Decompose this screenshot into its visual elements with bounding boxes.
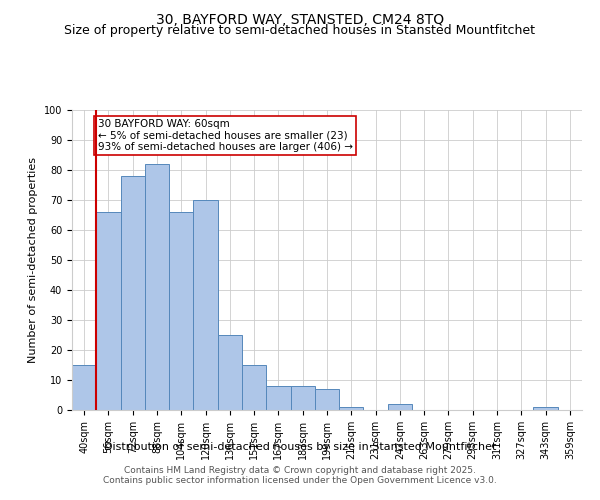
- Bar: [315, 389, 339, 410]
- Bar: [290, 386, 315, 410]
- Text: Distribution of semi-detached houses by size in Stansted Mountfitchet: Distribution of semi-detached houses by …: [104, 442, 496, 452]
- Bar: [242, 365, 266, 410]
- Text: 30 BAYFORD WAY: 60sqm
← 5% of semi-detached houses are smaller (23)
93% of semi-: 30 BAYFORD WAY: 60sqm ← 5% of semi-detac…: [97, 119, 353, 152]
- Text: Size of property relative to semi-detached houses in Stansted Mountfitchet: Size of property relative to semi-detach…: [65, 24, 536, 37]
- Bar: [96, 212, 121, 410]
- Bar: [145, 164, 169, 410]
- Text: 30, BAYFORD WAY, STANSTED, CM24 8TQ: 30, BAYFORD WAY, STANSTED, CM24 8TQ: [156, 12, 444, 26]
- Bar: [72, 365, 96, 410]
- Y-axis label: Number of semi-detached properties: Number of semi-detached properties: [28, 157, 38, 363]
- Bar: [169, 212, 193, 410]
- Bar: [339, 407, 364, 410]
- Bar: [388, 404, 412, 410]
- Bar: [121, 176, 145, 410]
- Bar: [533, 407, 558, 410]
- Text: Contains HM Land Registry data © Crown copyright and database right 2025.
Contai: Contains HM Land Registry data © Crown c…: [103, 466, 497, 485]
- Bar: [193, 200, 218, 410]
- Bar: [266, 386, 290, 410]
- Bar: [218, 335, 242, 410]
